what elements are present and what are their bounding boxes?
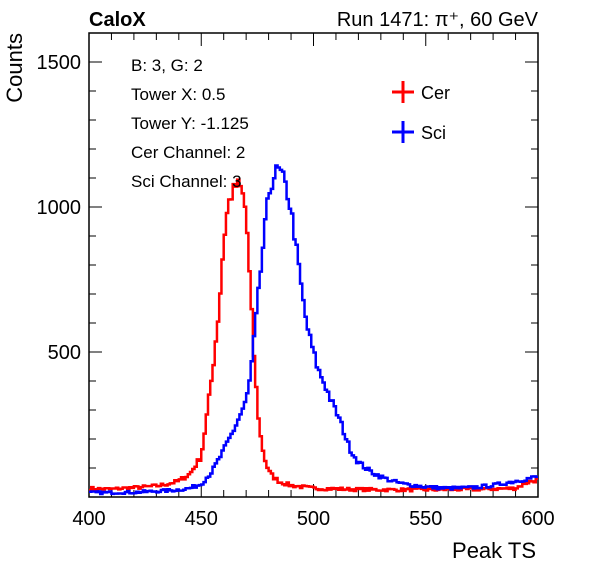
series-curves <box>89 164 538 496</box>
legend-cer-label: Cer <box>421 83 450 103</box>
legend: Cer Sci <box>392 81 450 143</box>
info-line-tower-y: Tower Y: -1.125 <box>131 114 249 133</box>
y-tick-label: 1000 <box>37 197 82 219</box>
brand-label: CaloX <box>89 9 146 31</box>
series-cer-histogram <box>89 178 538 493</box>
x-tick-label: 500 <box>297 508 330 530</box>
x-tick-label: 550 <box>409 508 442 530</box>
x-tick-label: 400 <box>72 508 105 530</box>
y-axis-title: Counts <box>2 33 27 103</box>
info-line-cer-channel: Cer Channel: 2 <box>131 143 245 162</box>
x-tick-label: 450 <box>185 508 218 530</box>
y-tick-label: 500 <box>48 342 81 364</box>
info-box: B: 3, G: 2 Tower X: 0.5 Tower Y: -1.125 … <box>131 56 249 191</box>
x-axis-title: Peak TS <box>452 538 536 563</box>
info-line-sci-channel: Sci Channel: 3 <box>131 172 242 191</box>
series-sci-histogram <box>89 164 538 496</box>
info-line-tower-x: Tower X: 0.5 <box>131 85 226 104</box>
info-line-board: B: 3, G: 2 <box>131 56 203 75</box>
y-tick-label: 1500 <box>37 52 82 74</box>
tick-labels: 400 450 500 550 600 500 1000 1500 <box>37 52 555 530</box>
x-tick-label: 600 <box>521 508 554 530</box>
run-info-label: Run 1471: π⁺, 60 GeV <box>337 9 539 31</box>
legend-sci-label: Sci <box>421 123 446 143</box>
axis-ticks <box>88 33 539 497</box>
